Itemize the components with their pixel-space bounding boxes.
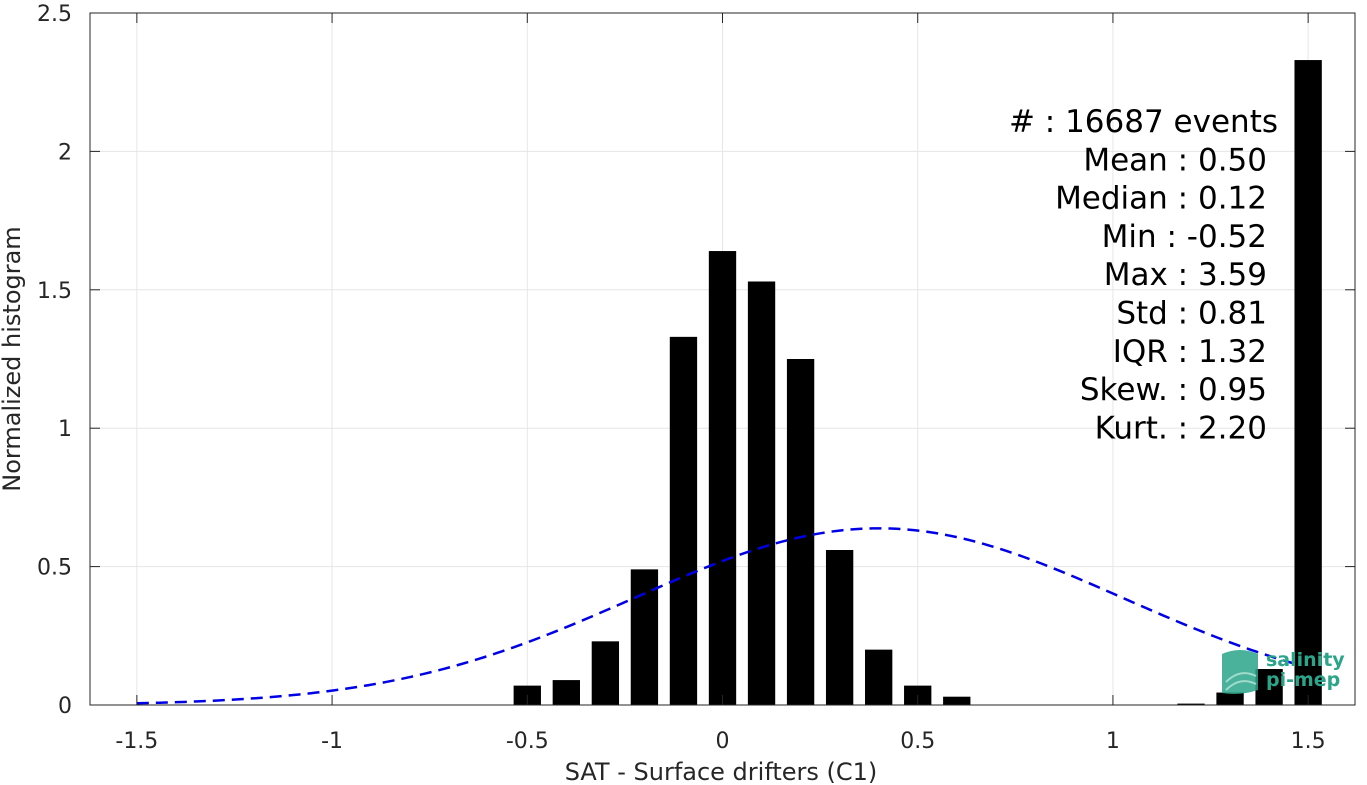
x-tick-label: 1 bbox=[1106, 729, 1120, 754]
stat-line: IQR : 1.32 bbox=[1113, 334, 1267, 370]
stat-line: Median : 0.12 bbox=[1055, 181, 1267, 217]
histogram-bar bbox=[669, 336, 698, 705]
y-axis-ticks: 0 0.5 1 1.5 2 2.5 bbox=[37, 2, 1355, 719]
y-tick-label: 1 bbox=[58, 417, 72, 442]
stat-line: Skew. : 0.95 bbox=[1080, 372, 1267, 408]
histogram-bar bbox=[1216, 692, 1244, 705]
histogram-bar bbox=[1255, 669, 1283, 705]
x-tick-label: -1.5 bbox=[115, 729, 158, 754]
stat-line: Min : -0.52 bbox=[1102, 219, 1267, 255]
fit-curve bbox=[136, 527, 1297, 705]
stat-line: Mean : 0.50 bbox=[1083, 142, 1267, 178]
logo-wave-icon bbox=[1222, 650, 1258, 694]
y-tick-label: 1.5 bbox=[37, 279, 72, 304]
y-tick-label: 2.5 bbox=[37, 2, 72, 27]
logo-line2: pi-mep bbox=[1266, 669, 1340, 691]
y-axis-label: Normalized histogram bbox=[0, 226, 26, 491]
x-tick-label: -1 bbox=[321, 729, 343, 754]
stat-line: # : 16687 events bbox=[1009, 104, 1278, 140]
y-tick-label: 0.5 bbox=[37, 556, 72, 581]
histogram-bar bbox=[1177, 703, 1205, 705]
histogram-bar bbox=[825, 549, 854, 705]
x-axis-label: SAT - Surface drifters (C1) bbox=[565, 758, 878, 785]
histogram-bar bbox=[708, 251, 737, 705]
histogram-bar bbox=[865, 649, 893, 705]
y-tick-label: 2 bbox=[58, 140, 72, 165]
histogram-bar bbox=[747, 281, 776, 705]
x-axis-ticks: -1.5 -1 -0.5 0 0.5 1 1.5 bbox=[115, 13, 1326, 754]
normal-fit-line bbox=[136, 527, 1297, 705]
y-tick-label: 0 bbox=[58, 694, 72, 719]
histogram-bar bbox=[552, 680, 580, 705]
salinity-pi-mep-logo: salinity pi-mep bbox=[1222, 649, 1345, 694]
histogram-bars bbox=[513, 60, 1322, 705]
x-tick-label: -0.5 bbox=[506, 729, 549, 754]
logo-line1: salinity bbox=[1266, 649, 1345, 671]
x-tick-label: 0 bbox=[716, 729, 730, 754]
x-tick-label: 1.5 bbox=[1291, 729, 1326, 754]
stat-line: Std : 0.81 bbox=[1116, 296, 1267, 332]
histogram-bar bbox=[630, 569, 659, 705]
stat-line: Kurt. : 2.20 bbox=[1095, 410, 1267, 446]
histogram-bar bbox=[591, 641, 620, 705]
histogram-bar bbox=[1294, 60, 1322, 705]
x-tick-label: 0.5 bbox=[900, 729, 935, 754]
stat-line: Max : 3.59 bbox=[1104, 257, 1267, 293]
histogram-bar bbox=[943, 696, 971, 705]
histogram-bar bbox=[786, 359, 815, 705]
